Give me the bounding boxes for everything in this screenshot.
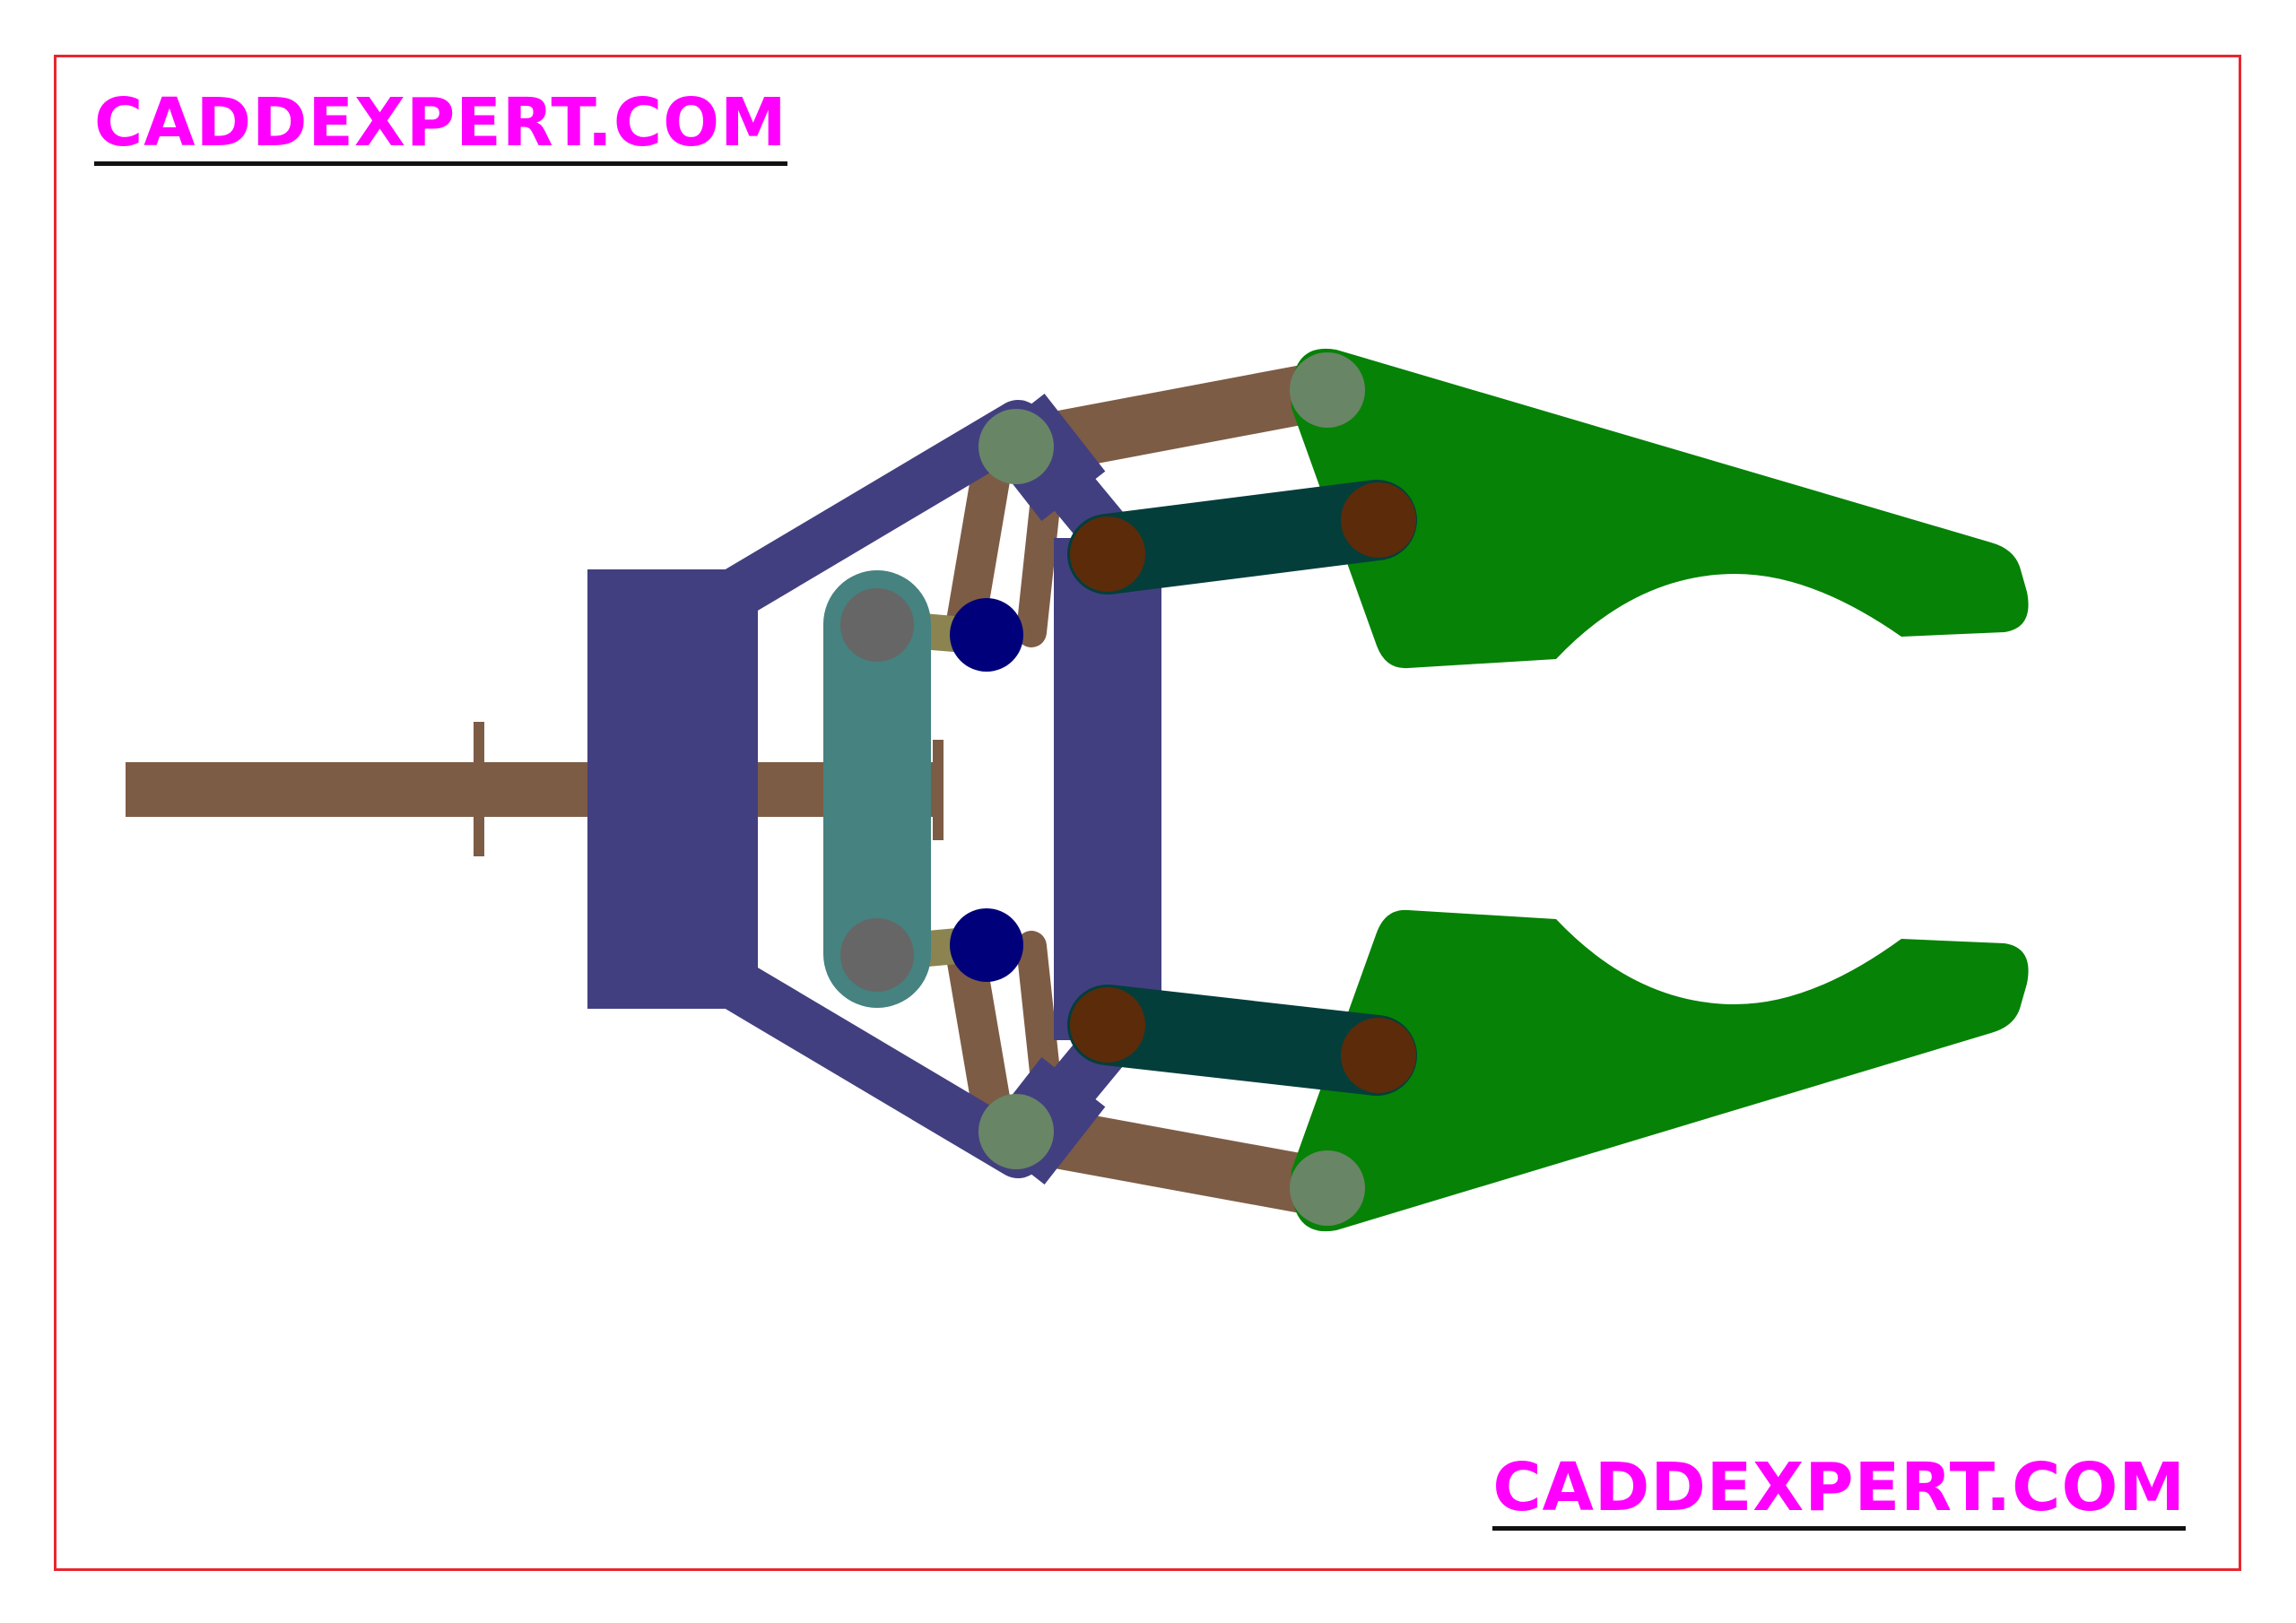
pivot-pins bbox=[978, 352, 1365, 1226]
cylinders bbox=[1067, 480, 1417, 1096]
inner-links bbox=[944, 429, 1060, 1150]
frame-base-block bbox=[587, 569, 758, 1009]
upper-jaw-pivot-pin bbox=[1290, 352, 1365, 428]
upper-cylinder-rear-pin bbox=[1070, 516, 1145, 592]
upper-cylinder bbox=[1067, 480, 1417, 595]
slider-upper-pin bbox=[840, 588, 914, 662]
gripper-jaws bbox=[1291, 348, 2029, 1232]
upper-actuator-pin bbox=[950, 598, 1023, 672]
lower-inner-link-right bbox=[1016, 931, 1060, 1087]
upper-frame-pivot-pin bbox=[978, 409, 1054, 484]
lower-frame-pivot-pin bbox=[978, 1094, 1054, 1169]
rod-collar bbox=[474, 722, 484, 856]
lower-cylinder bbox=[1067, 985, 1417, 1096]
watermark-bottom: CADDEXPERT.COM bbox=[1492, 1454, 2186, 1531]
lower-jaw bbox=[1291, 909, 2029, 1232]
lower-cylinder-rear-pin bbox=[1070, 987, 1145, 1063]
frame-right-column bbox=[1054, 538, 1161, 1040]
rod-end bbox=[933, 740, 944, 840]
upper-inner-link-right bbox=[1016, 491, 1060, 647]
lower-cylinder-front-pin bbox=[1341, 1018, 1416, 1093]
upper-cylinder-front-pin bbox=[1341, 482, 1416, 558]
slider-lower-pin bbox=[840, 918, 914, 992]
lower-actuator-pin bbox=[950, 908, 1023, 982]
slider-body bbox=[823, 570, 931, 1008]
rod-shaft bbox=[126, 762, 942, 817]
watermark-top: CADDEXPERT.COM bbox=[94, 90, 787, 166]
actuator-pins bbox=[950, 598, 1023, 982]
lower-jaw-pivot-pin bbox=[1290, 1150, 1365, 1226]
upper-inner-link-left bbox=[944, 429, 1015, 652]
drawing-border bbox=[54, 55, 2241, 1571]
upper-jaw bbox=[1291, 348, 2029, 669]
actuator-rod bbox=[126, 722, 944, 856]
slider bbox=[823, 570, 931, 1008]
